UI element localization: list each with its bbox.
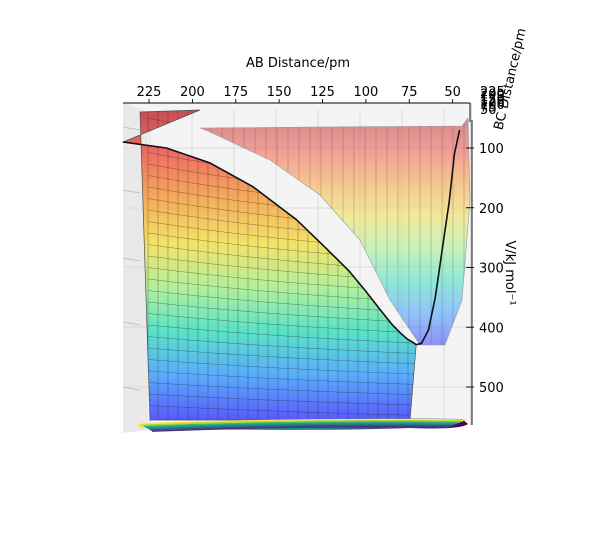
- energy-axis-title: V/kJ mol⁻¹: [502, 240, 517, 305]
- energy-axis: 100 200 300 400 500: [466, 120, 504, 425]
- contour-line: [145, 422, 458, 429]
- contour-line: [149, 424, 452, 431]
- minimum-path-line: [122, 129, 461, 346]
- ab-distance-axis-title: AB Distance/pm: [246, 56, 350, 71]
- bc-distance-axis-title: BC Distance/pm: [492, 27, 530, 132]
- ab-tick-label: 50: [444, 85, 461, 100]
- ab-tick-label: 225: [137, 85, 162, 100]
- energy-tick-label: 400: [479, 321, 504, 336]
- minimum-energy-path: [122, 129, 461, 346]
- ab-tick-label: 200: [180, 85, 205, 100]
- contour-line: [143, 421, 461, 428]
- surface-mesh-line: [147, 324, 417, 344]
- contour-line: [141, 420, 464, 426]
- bc-tick-label: 175: [480, 90, 505, 105]
- surface-mesh-line: [147, 393, 417, 406]
- surface-mesh-line: [147, 336, 417, 354]
- contour-line: [139, 418, 467, 425]
- energy-tick-label: 200: [479, 202, 504, 217]
- ab-tick-label: 75: [401, 85, 418, 100]
- energy-tick-label: 300: [479, 262, 504, 277]
- right-pane: [470, 103, 472, 425]
- surface-mesh-line: [147, 313, 417, 334]
- contour-line: [147, 423, 455, 430]
- ab-tick-label: 175: [223, 85, 248, 100]
- bc-tick-label: 50: [480, 103, 497, 118]
- bc-tick-label: 200: [480, 88, 505, 103]
- left-frame-tick: [122, 257, 141, 262]
- ab-tick-label: 100: [353, 85, 378, 100]
- surface-mesh-line: [147, 405, 417, 416]
- energy-tick-label: 100: [479, 142, 504, 157]
- surface-mesh-line: [147, 359, 417, 375]
- ab-tick-label: 125: [310, 85, 335, 100]
- bc-tick-label: 75: [480, 101, 497, 116]
- surface-mesh-line: [147, 301, 417, 323]
- left-frame-tick: [122, 386, 141, 391]
- ab-tick-label: 150: [267, 85, 292, 100]
- surface-mesh-line: [147, 370, 417, 385]
- surface-mesh-line: [147, 382, 417, 396]
- left-frame-tick: [122, 189, 141, 194]
- bc-tick-label: 150: [480, 93, 505, 108]
- bc-tick-label: 125: [480, 95, 505, 110]
- contour-line: [151, 426, 449, 432]
- energy-tick-label: 500: [479, 381, 504, 396]
- contour-projection: [138, 418, 468, 432]
- left-frame-tick: [122, 126, 141, 131]
- surface-mesh-line: [147, 347, 417, 365]
- bc-tick-label: 225: [480, 85, 505, 100]
- left-frame-tick: [122, 321, 141, 326]
- left-pane: [123, 103, 148, 433]
- ab-distance-axis: 225 200 175 150 125 100 75 50: [123, 85, 470, 104]
- bc-tick-label: 100: [480, 98, 505, 113]
